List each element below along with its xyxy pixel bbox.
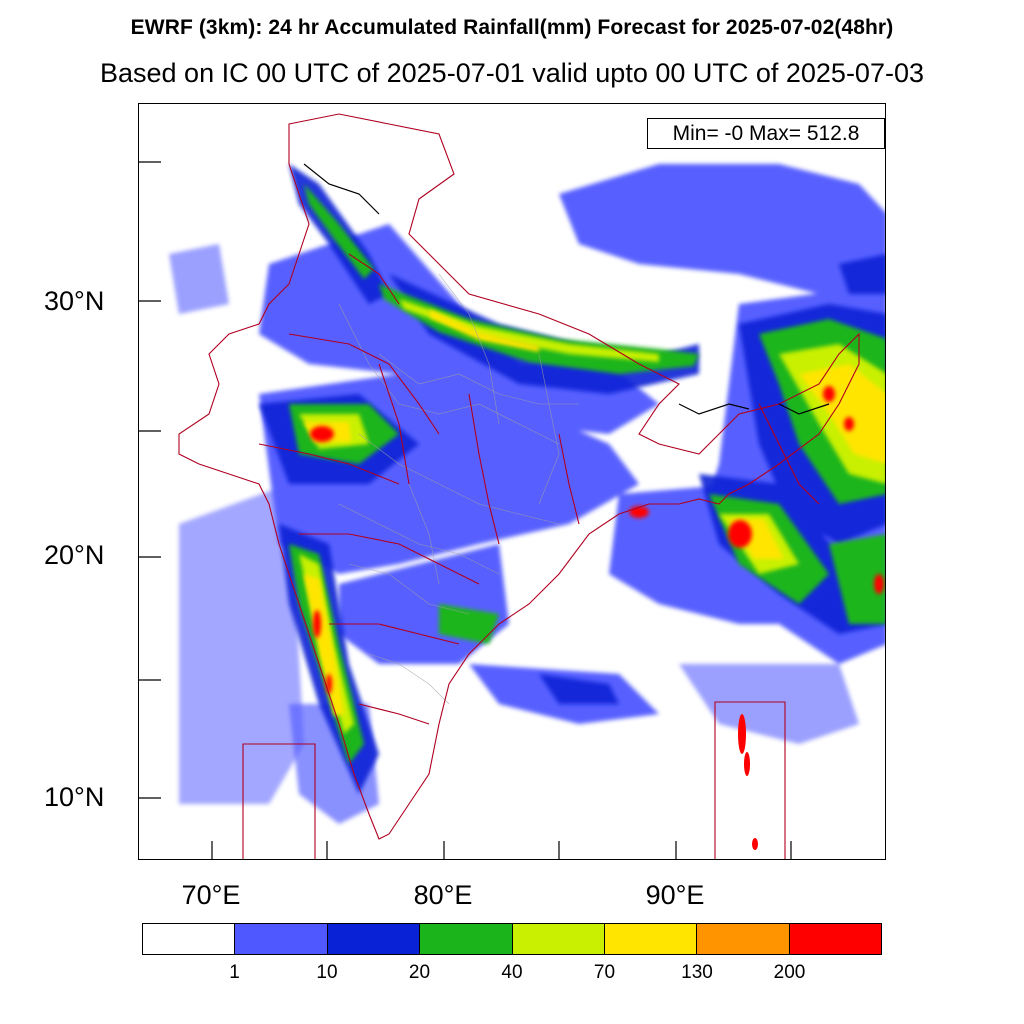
- legend-swatch-1: [235, 924, 328, 954]
- lat-label-20n: 20°N: [44, 540, 105, 570]
- andaman-box: [714, 701, 786, 859]
- district-boundaries: [338, 273, 579, 705]
- min-max-label: Min= -0 Max= 512.8: [647, 118, 885, 149]
- legend-swatch-5: [604, 924, 698, 954]
- lat-label-10n: 10°N: [44, 782, 105, 812]
- legend-tick-label: 10: [316, 962, 338, 983]
- legend-tick-label: 1: [229, 962, 240, 983]
- map-frame: [138, 103, 886, 860]
- rain-band-130mm: [310, 386, 884, 694]
- color-legend: [142, 923, 882, 955]
- lakshadweep-box: [242, 743, 316, 859]
- legend-swatch-2: [327, 924, 421, 954]
- chart-subtitle: Based on IC 00 UTC of 2025-07-01 valid u…: [100, 58, 924, 88]
- legend-swatch-6: [697, 924, 790, 954]
- legend-tick-label: 200: [773, 962, 806, 983]
- international-boundaries: [303, 163, 830, 415]
- legend-tick-label: 70: [593, 962, 616, 983]
- chart-title: EWRF (3km): 24 hr Accumulated Rainfall(m…: [130, 16, 894, 39]
- rainfall-map: [139, 113, 885, 859]
- legend-swatch-7: [789, 924, 881, 954]
- lon-label-80e: 80°E: [413, 880, 473, 910]
- andaman-islands: [738, 714, 758, 850]
- legend-swatch-3: [420, 924, 513, 954]
- lon-label-70e: 70°E: [181, 880, 241, 910]
- lat-ticks: [139, 161, 161, 799]
- legend-swatch-4: [512, 924, 605, 954]
- legend-tick-label: 20: [408, 962, 431, 983]
- state-boundaries: [178, 113, 860, 859]
- legend-swatch-0: [143, 924, 236, 954]
- lat-label-30n: 30°N: [44, 286, 105, 316]
- india-outline: [178, 113, 860, 840]
- legend-tick-label: 40: [501, 962, 523, 983]
- lon-ticks: [211, 841, 792, 859]
- lon-label-90e: 90°E: [645, 880, 705, 910]
- legend-tick-label: 130: [681, 962, 713, 983]
